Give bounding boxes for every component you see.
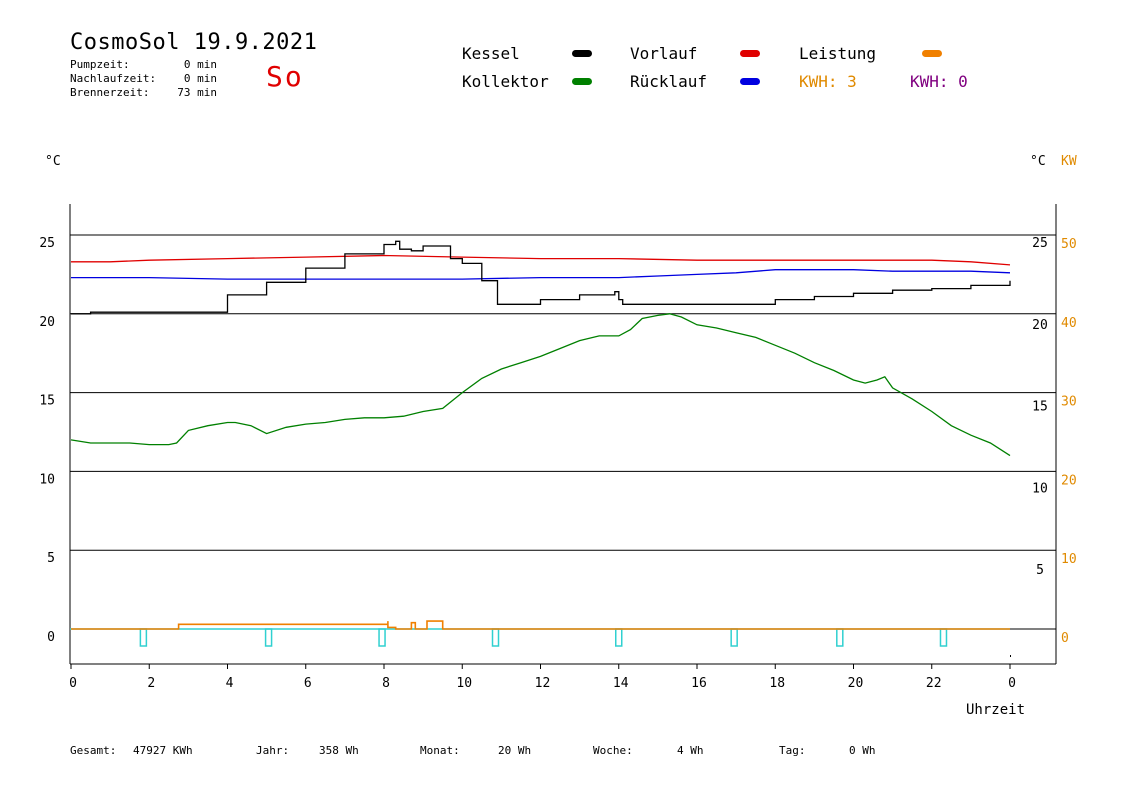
x-tick-label: 22 bbox=[926, 676, 942, 691]
x-tick-label: 8 bbox=[382, 676, 390, 691]
x-tick-label: 0 bbox=[69, 676, 77, 691]
gesamt-label: Gesamt: bbox=[70, 744, 117, 757]
y-tick-kw: 30 bbox=[1061, 395, 1077, 410]
y-tick-kw: 50 bbox=[1061, 237, 1077, 252]
pump-marker bbox=[139, 628, 148, 647]
woche-value: 4 Wh bbox=[677, 744, 704, 757]
jahr-label: Jahr: bbox=[256, 744, 290, 757]
x-tick-label: 18 bbox=[769, 676, 785, 691]
brennerzeit-value: 73 min bbox=[177, 86, 217, 99]
legend-kollektor-swatch bbox=[572, 78, 592, 85]
nachlaufzeit-value: 0 min bbox=[183, 72, 217, 85]
y-tick-right: 15 bbox=[1032, 400, 1048, 415]
pumpzeit-value: 0 min bbox=[183, 58, 217, 71]
pump-marker bbox=[491, 628, 500, 647]
kwh-purple-label: KWH: 0 bbox=[910, 72, 968, 91]
y-tick-kw: 40 bbox=[1061, 316, 1077, 331]
series-line-kessel bbox=[71, 240, 1011, 315]
monat-value: 20 Wh bbox=[498, 744, 532, 757]
x-tick-label: 14 bbox=[613, 676, 629, 691]
legend-ruecklauf-swatch bbox=[740, 78, 760, 85]
pump-marker bbox=[264, 628, 273, 647]
tag-label: Tag: bbox=[779, 744, 806, 757]
x-tick-label: 4 bbox=[226, 676, 234, 691]
x-tick-label: 12 bbox=[535, 676, 551, 691]
series-line-leistung bbox=[71, 620, 1010, 630]
y-tick-left: 0 bbox=[47, 630, 55, 645]
x-axis-label: Uhrzeit bbox=[966, 702, 1026, 718]
legend-kollektor-label: Kollektor bbox=[462, 72, 549, 91]
end-dot bbox=[1010, 655, 1011, 657]
pump-marker bbox=[730, 628, 738, 647]
x-tick-label: 20 bbox=[848, 676, 864, 691]
y-tick-kw: 20 bbox=[1061, 473, 1077, 488]
pump-marker bbox=[378, 628, 386, 647]
x-tick-label: 6 bbox=[304, 676, 312, 691]
y-tick-right: 20 bbox=[1032, 318, 1048, 333]
tag-value: 0 Wh bbox=[849, 744, 876, 757]
series-line-vorlauf bbox=[71, 254, 1011, 266]
x-tick-label: 2 bbox=[147, 676, 155, 691]
legend-kessel-swatch bbox=[572, 50, 592, 57]
y-tick-left: 15 bbox=[39, 394, 55, 409]
series-line-kollektor bbox=[70, 313, 1011, 457]
y-tick-left: 5 bbox=[47, 551, 55, 566]
jahr-value: 358 Wh bbox=[319, 744, 359, 757]
pump-marker bbox=[939, 628, 948, 647]
weekday-label: So bbox=[266, 60, 304, 93]
y-tick-left: 20 bbox=[39, 315, 55, 330]
pumpzeit-label: Pumpzeit: bbox=[70, 58, 130, 71]
series-line-ruecklauf bbox=[71, 269, 1011, 280]
kwh-orange-label: KWH: 3 bbox=[799, 72, 857, 91]
nachlaufzeit-label: Nachlaufzeit: bbox=[70, 72, 157, 85]
y-tick-left: 10 bbox=[39, 472, 55, 487]
legend-ruecklauf-label: Rücklauf bbox=[630, 72, 708, 91]
legend-kessel-label: Kessel bbox=[462, 44, 520, 63]
y-tick-right: 5 bbox=[1036, 563, 1044, 578]
x-tick-label: 0 bbox=[1008, 676, 1016, 691]
y-left-unit: °C bbox=[45, 154, 61, 169]
y-tick-kw: 10 bbox=[1061, 552, 1077, 567]
legend-vorlauf-swatch bbox=[740, 50, 760, 57]
y-kw-unit: KW bbox=[1061, 154, 1077, 169]
y-tick-kw: 0 bbox=[1061, 631, 1069, 646]
y-tick-right: 25 bbox=[1032, 236, 1048, 251]
y-tick-right: 10 bbox=[1032, 481, 1048, 496]
legend-leistung-swatch bbox=[922, 50, 942, 57]
y-right-unit: °C bbox=[1030, 154, 1046, 169]
x-tick-label: 10 bbox=[456, 676, 472, 691]
legend-leistung-label: Leistung bbox=[799, 44, 877, 63]
monat-label: Monat: bbox=[420, 744, 460, 757]
page-title: CosmoSol 19.9.2021 bbox=[70, 30, 318, 55]
brennerzeit-label: Brennerzeit: bbox=[70, 86, 150, 99]
pump-marker bbox=[615, 628, 623, 647]
x-tick-label: 16 bbox=[691, 676, 707, 691]
pump-marker bbox=[836, 628, 844, 647]
y-tick-left: 25 bbox=[39, 236, 55, 251]
woche-label: Woche: bbox=[593, 744, 633, 757]
gesamt-value: 47927 KWh bbox=[133, 744, 193, 757]
legend-vorlauf-label: Vorlauf bbox=[630, 44, 698, 63]
